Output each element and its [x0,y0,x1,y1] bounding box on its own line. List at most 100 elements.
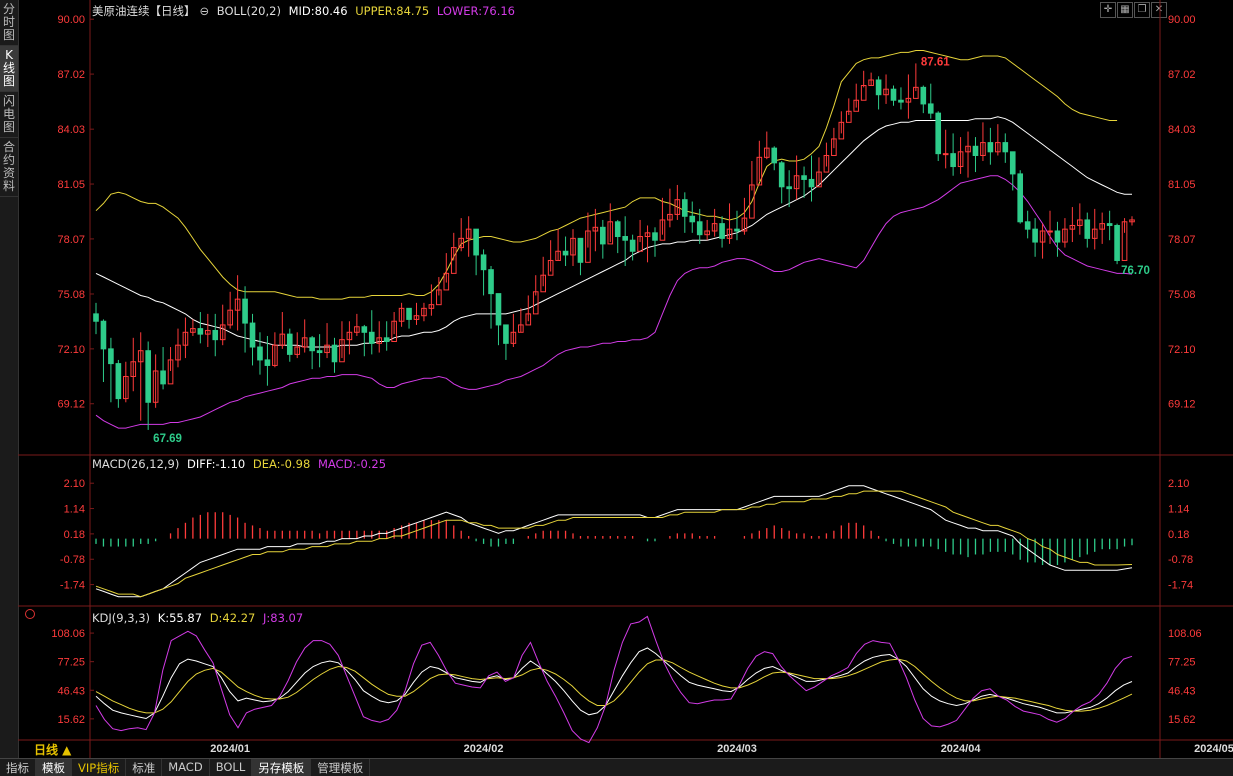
crosshair-icon[interactable]: ✛ [1100,2,1116,18]
period-selector[interactable]: 日线 ▲ [34,743,72,757]
tab-macd[interactable]: MACD [162,759,210,776]
macd-diff-line [95,485,1133,598]
candle-body [257,346,263,361]
candle-body [771,147,778,164]
kdj-k-line [95,647,1133,720]
candle-body [160,370,166,385]
tab-contract-info[interactable]: 合约资料 [0,138,18,197]
kdj-settings-icon[interactable] [25,609,35,619]
boll-mid: MID:80.46 [288,4,348,18]
candle-body [749,184,755,219]
kdj-tick-right: 77.25 [1168,657,1196,669]
candle-body [331,344,338,363]
price-tick-right: 75.08 [1168,289,1196,301]
macd-diff: DIFF:-1.10 [187,457,246,471]
price-tick-left: 78.07 [57,234,85,246]
main-legend: 美原油连续【日线】 ⊖ BOLL(20,2) MID:80.46 UPPER:84… [92,3,519,19]
price-tick-left: 84.03 [57,124,85,136]
candle-body [704,230,710,236]
x-axis-label: 2024/05 [1194,743,1233,755]
candle-body [234,298,241,311]
kdj-tick-left: 77.25 [57,657,85,669]
candle-body [465,228,472,239]
candle-body [443,272,450,291]
candle-body [175,344,181,361]
candle-body [100,320,107,350]
candle-body [294,346,301,355]
tab-indicator[interactable]: 指标 [0,759,36,776]
candle-body [592,226,599,232]
grid-icon[interactable]: ▦ [1117,2,1133,18]
boll-upper-line [95,50,1118,300]
price-tick-right: 87.02 [1168,69,1196,81]
candle-body [197,328,204,335]
candle-body [1069,224,1076,230]
candle-body [145,350,151,403]
kdj-tick-right: 15.62 [1168,714,1196,726]
candle-body [980,142,986,156]
candle-body [853,99,860,112]
candle-body [204,329,211,335]
candle-body [875,79,882,96]
candle-body [1032,228,1038,243]
candle-body [622,236,628,241]
kdj-j: J:83.07 [263,611,304,625]
candle-body [428,304,435,309]
recent-low-annotation: 76.70 [1121,265,1150,277]
tab-vip-indicator[interactable]: VIP指标 [72,759,127,776]
chart-title: 美原油连续【日线】 [92,4,196,18]
candle-body [607,221,614,245]
collapse-icon[interactable]: ⊖ [199,4,210,18]
restore-icon[interactable]: ❐ [1134,2,1150,18]
candle-body [689,215,696,223]
candle-body [652,232,658,241]
price-tick-right: 81.05 [1168,179,1196,191]
close-icon[interactable]: ✕ [1151,2,1167,18]
candle-body [152,370,159,403]
candle-body [562,250,569,256]
price-tick-right: 78.07 [1168,234,1196,246]
candle-body [935,112,942,155]
tab-template[interactable]: 模板 [36,759,72,776]
tab-flash[interactable]: 闪电图 [0,92,18,138]
candle-body [115,363,122,400]
macd-title: MACD(26,12,9) [92,457,180,471]
macd-dea-line [95,490,1133,598]
candle-body [1002,142,1009,153]
candle-body [532,291,539,315]
macd-dea: DEA:-0.98 [252,457,311,471]
candle-body [786,186,792,190]
candle-body [920,86,927,105]
candle-body [309,337,315,352]
candle-body [987,142,994,153]
candle-body [1054,230,1061,243]
macd-tick-right: 2.10 [1168,478,1189,490]
boll-upper: UPPER:84.75 [355,4,430,18]
macd-tick-left: 1.14 [64,504,85,516]
tab-kline[interactable]: K线图 [0,46,18,92]
candle-body [1039,230,1046,243]
kdj-title: KDJ(9,3,3) [92,611,151,625]
candle-body [368,331,375,344]
candle-body [473,228,479,256]
tab-standard[interactable]: 标准 [126,759,163,776]
tab-manage-template[interactable]: 管理模板 [311,759,371,776]
candle-body [577,237,584,263]
kdj-tick-right: 108.06 [1168,628,1202,640]
kdj-d: D:42.27 [209,611,256,625]
candle-body [644,232,651,238]
boll-label: BOLL(20,2) [216,4,281,18]
price-tick-left: 81.05 [57,179,85,191]
tab-boll[interactable]: BOLL [210,759,253,776]
candle-body [831,138,837,156]
tab-timeshare[interactable]: 分时图 [0,0,18,46]
candle-body [480,254,487,271]
macd-tick-right: -0.78 [1168,554,1193,566]
candle-body [495,293,502,326]
candle-body [182,331,189,346]
candle-body [734,228,740,232]
candle-body [860,85,867,101]
tab-save-template[interactable]: 另存模板 [252,759,312,776]
macd-tick-right: 0.18 [1168,529,1189,541]
